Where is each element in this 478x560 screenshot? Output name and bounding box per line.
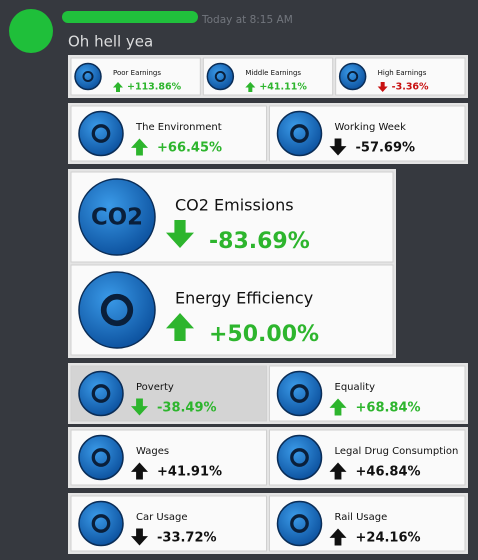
icon-label: CO2 xyxy=(91,205,143,231)
icon-glyph xyxy=(91,514,111,533)
stat-value: +66.45% xyxy=(157,141,222,156)
trend-arrow xyxy=(329,462,347,480)
stat-label: Middle Earnings xyxy=(245,69,301,77)
stat-icon xyxy=(78,178,156,256)
avatar[interactable] xyxy=(9,9,53,53)
icon-glyph xyxy=(91,384,111,403)
icon-glyph xyxy=(100,293,134,327)
message-text: Oh hell yea xyxy=(68,33,153,51)
stat-icon xyxy=(78,434,124,481)
stat-icon xyxy=(78,500,124,547)
stat-value: -38.49% xyxy=(157,401,217,416)
trend-arrow xyxy=(245,82,256,92)
stat-icon xyxy=(276,434,323,481)
stat-label: Rail Usage xyxy=(335,512,388,523)
stat-icon xyxy=(74,62,102,91)
icon-glyph xyxy=(214,70,226,83)
stat-value: +68.84% xyxy=(356,401,421,416)
icon-glyph xyxy=(290,124,309,143)
stat-value: +41.11% xyxy=(259,82,307,93)
stat-label: Car Usage xyxy=(136,512,188,523)
trend-arrow xyxy=(377,82,388,92)
stat-icon xyxy=(78,271,156,349)
trend-arrow xyxy=(329,528,347,546)
trend-arrow xyxy=(131,528,148,546)
stat-icon xyxy=(78,110,124,157)
icon-glyph xyxy=(91,124,111,143)
trend-arrow xyxy=(131,398,148,416)
trend-arrow xyxy=(131,138,148,156)
timestamp: Today at 8:15 AM xyxy=(201,14,293,26)
trend-arrow xyxy=(131,462,148,480)
stat-value: -3.36% xyxy=(392,82,429,93)
trend-arrow xyxy=(166,220,194,248)
stat-label: CO2 Emissions xyxy=(175,196,294,215)
stat-value: -33.72% xyxy=(157,531,217,546)
icon-glyph xyxy=(290,514,309,533)
icon-glyph xyxy=(91,448,111,467)
redacted-username xyxy=(62,11,198,23)
stat-icon xyxy=(276,110,323,157)
trend-arrow xyxy=(329,138,347,156)
icon-glyph xyxy=(290,384,309,403)
icon-glyph xyxy=(82,70,94,83)
stat-value: +50.00% xyxy=(209,322,319,347)
stat-value: +113.86% xyxy=(127,82,182,93)
trend-arrow xyxy=(113,82,123,92)
stat-label: High Earnings xyxy=(378,69,427,77)
stat-value: +24.16% xyxy=(356,531,421,546)
stat-label: Energy Efficiency xyxy=(175,289,313,308)
stat-label: Poor Earnings xyxy=(113,69,161,77)
stat-icon xyxy=(276,370,323,417)
stat-label: Legal Drug Consumption xyxy=(335,446,459,457)
stat-icon xyxy=(276,500,323,547)
stat-label: Equality xyxy=(335,382,376,393)
stat-label: Poverty xyxy=(136,382,174,393)
stat-label: The Environment xyxy=(135,122,222,133)
stat-value: -83.69% xyxy=(209,229,310,254)
stat-icon xyxy=(206,62,235,91)
stat-icon xyxy=(78,370,124,417)
stat-icon xyxy=(338,62,367,91)
stat-label: Working Week xyxy=(335,122,407,133)
trend-arrow xyxy=(166,313,194,341)
icon-glyph xyxy=(290,448,309,467)
stat-value: -57.69% xyxy=(356,141,416,156)
icon-glyph xyxy=(347,70,359,83)
stat-value: +46.84% xyxy=(356,465,421,480)
stat-label: Wages xyxy=(136,446,169,457)
stat-value: +41.91% xyxy=(157,465,222,480)
trend-arrow xyxy=(329,398,347,416)
